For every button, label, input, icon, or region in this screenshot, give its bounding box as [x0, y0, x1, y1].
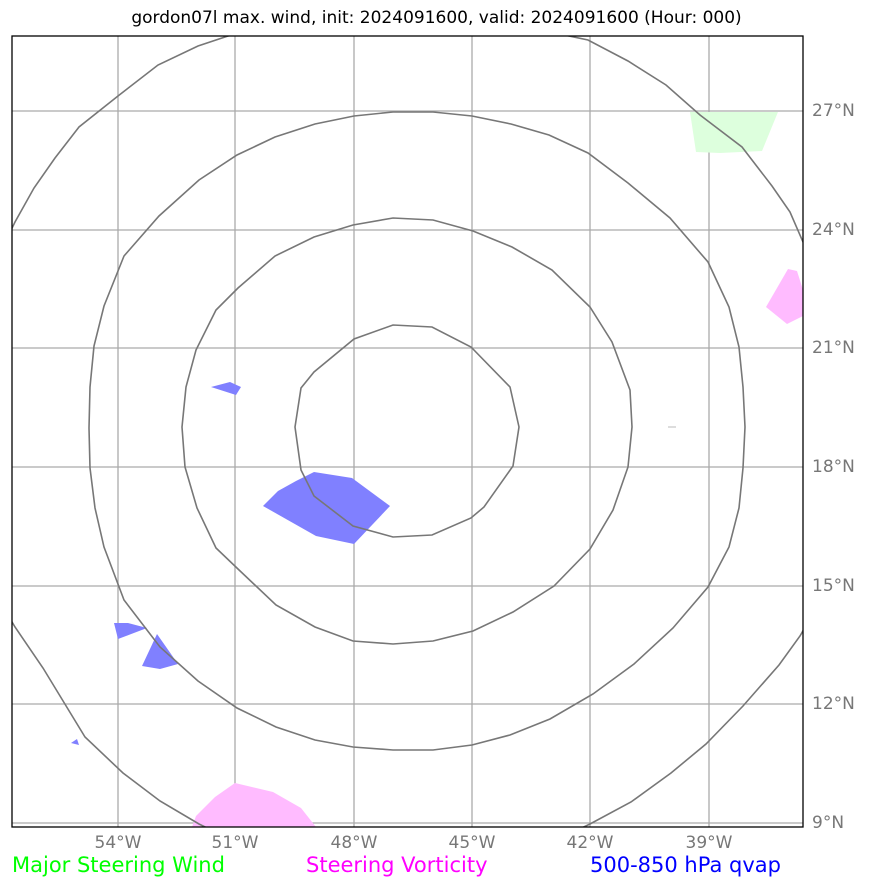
range-ring-4 [12, 36, 803, 827]
lat-label-24n: 24°N [812, 220, 855, 240]
lon-label-48w: 48°W [330, 833, 378, 853]
lon-label-39w: 39°W [685, 833, 733, 853]
lon-label-54w: 54°W [94, 833, 142, 853]
map-title: gordon07l max. wind, init: 2024091600, v… [131, 8, 742, 28]
qvap-area-sw1 [114, 623, 147, 639]
lat-label-21n: 21°N [812, 338, 855, 358]
map-frame [11, 35, 804, 828]
steering-wind-area [690, 112, 778, 153]
lon-label-51w: 51°W [211, 833, 259, 853]
vorticity-area-east [766, 269, 803, 324]
lat-label-18n: 18°N [812, 457, 855, 477]
qvap-area-small [211, 382, 241, 395]
lon-label-45w: 45°W [448, 833, 496, 853]
qvap-area-sw3 [71, 739, 79, 745]
range-ring-1 [294, 324, 520, 538]
legend-steering-vorticity: Steering Vorticity [306, 853, 488, 877]
range-ring-3 [88, 111, 746, 751]
range-ring-2 [181, 217, 633, 645]
lat-label-12n: 12°N [812, 694, 855, 714]
lat-label-15n: 15°N [812, 576, 855, 596]
legend-steering-wind: Major Steering Wind [12, 853, 225, 877]
lon-label-42w: 42°W [566, 833, 614, 853]
lat-label-9n: 9°N [812, 813, 845, 833]
range-rings [12, 36, 803, 827]
vorticity-area-south [192, 783, 316, 827]
legend-qvap: 500-850 hPa qvap [590, 853, 781, 877]
lat-label-27n: 27°N [812, 101, 855, 121]
graticule [12, 36, 803, 827]
qvap-area-sw2 [142, 634, 178, 669]
qvap-area-main [263, 472, 390, 544]
